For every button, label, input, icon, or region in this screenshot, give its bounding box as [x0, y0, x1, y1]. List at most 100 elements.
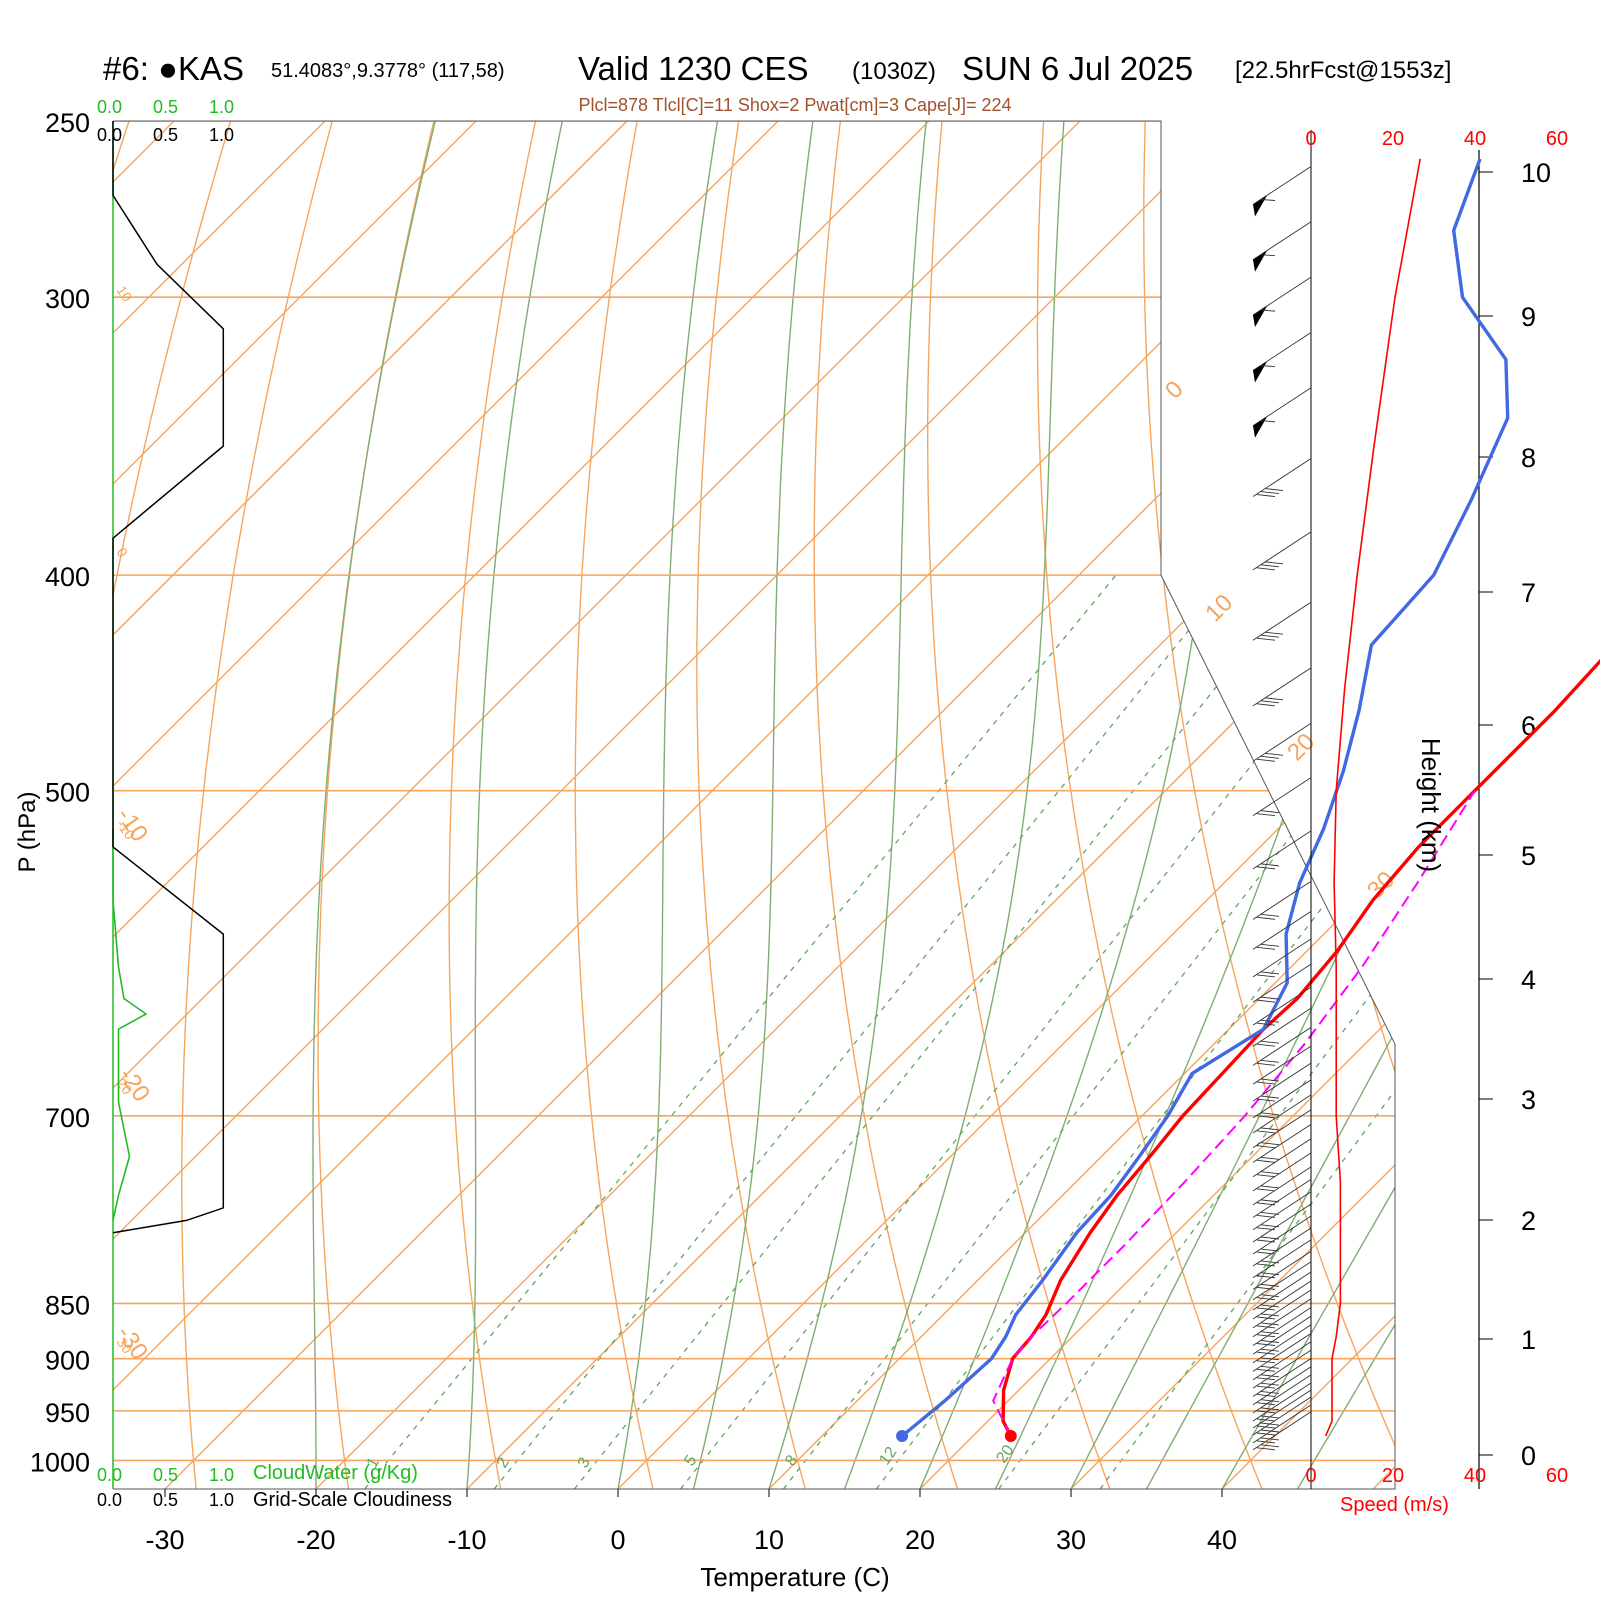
wind-barb-feather [1260, 1313, 1280, 1317]
wind-barb-staff [1252, 963, 1312, 1003]
moist-adiabat-line [1221, 121, 1395, 1489]
wind-barb-feather [1260, 1294, 1280, 1298]
wind-barb-feather [1256, 1447, 1276, 1451]
wind-barb [1252, 458, 1312, 498]
wind-barb-feather [1256, 1227, 1276, 1231]
moist-adiabat-line [692, 121, 814, 1489]
wind-barb [1252, 1191, 1312, 1231]
wind-barb-staff [1252, 1179, 1312, 1218]
dry-adiabat-line [927, 121, 1111, 1489]
wind-barb-feather [1260, 1365, 1280, 1369]
wind-barb-feather [1256, 1394, 1276, 1397]
mixing-ratio-line [573, 574, 1307, 1489]
wind-barb-feather [1260, 1429, 1280, 1433]
wind-barb [1252, 880, 1312, 920]
moist-adiabat-line [617, 121, 719, 1489]
wind-barb [1252, 1179, 1312, 1218]
height-axis-label: Height (km) [1416, 738, 1446, 872]
wind-barb-feather [1264, 631, 1284, 635]
wind-barb-feather [1260, 1374, 1280, 1378]
wind-barb-feather [1260, 1078, 1280, 1082]
wind-barb-feather [1256, 1316, 1276, 1320]
mixing-ratio-line [782, 574, 1395, 1489]
wind-barb-staff [1252, 1123, 1312, 1163]
wind-barb-staff [1252, 880, 1312, 920]
wind-barb-feather [1264, 561, 1284, 565]
wind-barb-feather [1260, 1415, 1280, 1419]
cloudiness-label: Grid-Scale Cloudiness [253, 1489, 452, 1511]
mixing-ratio-line [875, 574, 1395, 1489]
wind-barb-feather [1256, 1022, 1276, 1026]
mixing-ratio-line [493, 574, 1234, 1489]
wind-barb-feather [1256, 1098, 1276, 1102]
wind-barb-staff [1252, 1079, 1312, 1119]
wind-barb-feather [1260, 1357, 1280, 1361]
isotherm-label: 10 [1200, 589, 1238, 627]
wind-barb-staff [1252, 1389, 1312, 1429]
wind-barb-feather [1256, 1385, 1276, 1389]
wind-barb [1252, 1332, 1312, 1372]
wind-barb [1252, 1215, 1312, 1255]
isotherm-line [113, 121, 1232, 1489]
dry-adiabat-line [813, 121, 959, 1489]
isotherm-line [1372, 121, 1395, 1489]
wind-barb [1252, 963, 1312, 1003]
pressure-tick-label: 1000 [30, 1447, 90, 1477]
wind-barb-staff [1252, 1203, 1312, 1243]
wind-barb-feather [1264, 488, 1284, 492]
wind-barb-staff [1252, 667, 1312, 707]
wind-barb-staff [1252, 1332, 1312, 1372]
wind-barb-feather [1260, 996, 1280, 1000]
wind-barb-staff [1252, 221, 1312, 261]
wind-barb-feather [1256, 1432, 1276, 1436]
pressure-tick-label: 250 [45, 108, 90, 138]
dry-adiabat-line [181, 121, 333, 1489]
wind-barb-feather [1256, 1202, 1276, 1206]
pressure-tick-label: 850 [45, 1290, 90, 1320]
height-tick-label: 3 [1521, 1085, 1536, 1115]
height-tick-label: 8 [1521, 443, 1536, 473]
wind-barb-feather [1260, 1322, 1280, 1326]
wind-barb-feather [1260, 1260, 1280, 1264]
wind-barb [1252, 1324, 1312, 1364]
wind-barb-feather [1260, 1224, 1280, 1228]
header-date: SUN 6 Jul 2025 [962, 50, 1193, 87]
wind-barb-feather [1256, 1251, 1276, 1255]
wind-barb-feather [1260, 1040, 1280, 1044]
wind-barb-feather [1260, 1348, 1280, 1352]
wind-barb-feather [1260, 810, 1280, 814]
wind-barb-feather [1260, 1095, 1280, 1099]
wind-barb-staff [1252, 1358, 1312, 1397]
height-tick-label: 2 [1521, 1206, 1536, 1236]
dry-adiabat-line [1246, 121, 1395, 1489]
wind-barb-staff [1252, 1227, 1312, 1267]
speed-tick-label-top: 0 [1305, 128, 1316, 150]
wind-barb-staff [1252, 1007, 1312, 1047]
cw-tick-1: 0.5 [153, 1465, 178, 1485]
wind-barb-feather [1256, 1188, 1276, 1192]
wind-barb-feather [1256, 813, 1276, 817]
cloudwater-label: CloudWater (g/Kg) [253, 1462, 418, 1484]
wind-barb-feather [1256, 1325, 1276, 1329]
wind-barb [1252, 1250, 1312, 1290]
speed-tick-label-top: 20 [1382, 128, 1404, 150]
wind-barb [1252, 1307, 1312, 1346]
wind-barb-feather [1256, 1368, 1276, 1372]
wind-barb-staff [1252, 1341, 1312, 1381]
wind-barb-staff [1252, 1138, 1312, 1178]
isotherm-line [113, 121, 477, 1489]
mixing-ratio-line [998, 574, 1395, 1489]
wind-barb-feather [1256, 1402, 1276, 1406]
wind-barb [1252, 1094, 1312, 1134]
isotherm-label: 30 [1362, 866, 1400, 904]
wind-barb-staff [1252, 1215, 1312, 1255]
wind-barb-staff [1252, 1045, 1312, 1085]
dry-adiabat-line [574, 121, 654, 1489]
wind-barb-staff [1252, 1404, 1312, 1444]
x-tick-label: 30 [1056, 1525, 1086, 1555]
wind-barb [1252, 1045, 1312, 1085]
wind-barb [1252, 1239, 1312, 1279]
wind-barb-feather [1260, 943, 1280, 947]
wind-barb [1252, 1396, 1312, 1436]
wind-barb [1252, 276, 1312, 328]
